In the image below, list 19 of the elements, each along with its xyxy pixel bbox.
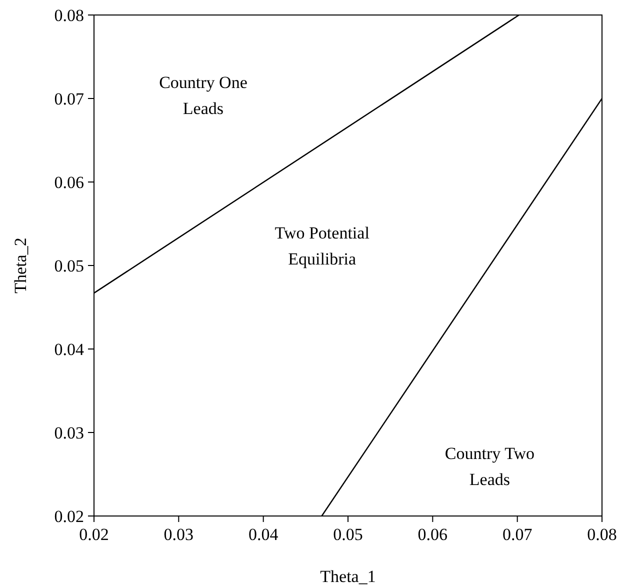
y-tick-label: 0.04 xyxy=(54,340,84,359)
x-tick-label: 0.05 xyxy=(333,525,363,544)
annotation: Country One Leads xyxy=(159,73,248,118)
annotation: Two Potential Equilibria xyxy=(274,223,370,268)
y-tick-label: 0.05 xyxy=(54,256,84,276)
y-tick-label: 0.06 xyxy=(54,172,84,192)
x-tick-label: 0.02 xyxy=(79,525,109,544)
x-tick-label: 0.08 xyxy=(587,525,617,544)
y-tick-label: 0.03 xyxy=(54,423,84,442)
y-axis-title: Theta_2 xyxy=(11,238,30,294)
x-tick-label: 0.04 xyxy=(248,525,279,544)
x-tick-label: 0.07 xyxy=(502,525,533,544)
y-tick-label: 0.07 xyxy=(54,89,84,108)
x-tick-label: 0.03 xyxy=(164,525,194,544)
y-tick-label: 0.08 xyxy=(54,6,84,25)
y-tick-label: 0.02 xyxy=(54,506,84,526)
annotation: Country Two Leads xyxy=(444,444,535,489)
x-tick-label: 0.06 xyxy=(418,525,448,544)
x-axis-title: Theta_1 xyxy=(320,567,376,585)
